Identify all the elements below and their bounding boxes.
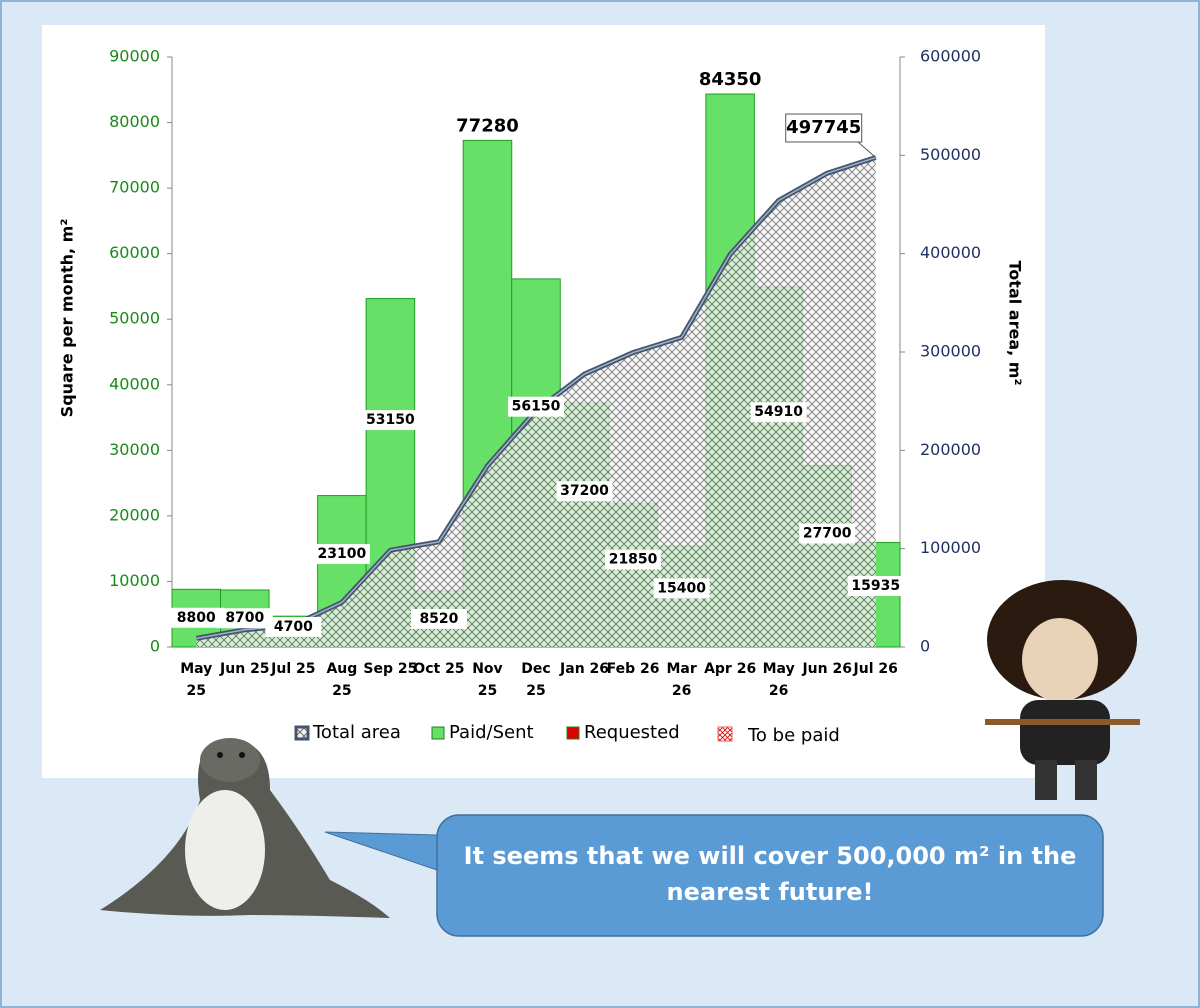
data-label: 497745 — [786, 117, 861, 138]
y-tick-label: 60000 — [109, 243, 160, 262]
y2-tick-label: 100000 — [920, 538, 981, 557]
legend-label: Paid/Sent — [449, 722, 534, 743]
x-tick-label: Jun 26 — [801, 661, 852, 677]
legend-label: To be paid — [747, 725, 840, 746]
data-label-box — [265, 617, 322, 637]
y-tick-label: 10000 — [109, 571, 160, 590]
data-label-box — [508, 396, 564, 417]
y-tick-label: 20000 — [109, 505, 160, 524]
data-label-box — [313, 544, 370, 565]
x-tick-label: Jan 26 — [559, 661, 609, 677]
data-label: 37200 — [560, 483, 609, 499]
data-label: 23100 — [318, 546, 367, 562]
y-tick-label: 30000 — [109, 440, 160, 459]
x-tick-label: Nov 25 — [472, 661, 502, 699]
data-label-box — [750, 402, 807, 423]
data-label-box — [410, 609, 467, 630]
x-tick-label: Sep 25 — [363, 661, 417, 677]
data-label: 21850 — [609, 552, 658, 568]
legend-marker — [566, 726, 580, 740]
data-label-box — [556, 481, 613, 502]
y-tick-label: 80000 — [109, 112, 160, 131]
data-label-box — [653, 578, 710, 599]
x-tick-label: May 26 — [763, 661, 795, 699]
data-label: 56150 — [512, 399, 561, 415]
data-label: 15400 — [657, 580, 706, 596]
y-axis-label: Square per month, m² — [58, 219, 77, 418]
y2-tick-label: 0 — [920, 637, 930, 656]
x-tick-label: Dec 25 — [521, 661, 550, 699]
legend-marker — [294, 725, 310, 741]
data-label-box — [847, 575, 904, 596]
y2-tick-label: 200000 — [920, 440, 981, 459]
x-tick-label: Oct 25 — [413, 661, 464, 677]
y-tick-label: 50000 — [109, 309, 160, 328]
x-tick-label: Feb 26 — [607, 661, 660, 677]
data-label: 8700 — [225, 610, 264, 626]
total-area-fill — [196, 157, 876, 647]
data-label: 84350 — [699, 69, 762, 90]
callout-text: It seems that we will cover 500,000 m² i… — [463, 842, 1077, 906]
x-tick-label: Mar 26 — [666, 661, 696, 699]
x-tick-label: Jul 25 — [270, 661, 315, 677]
data-label: 27700 — [803, 526, 852, 542]
data-label: 15935 — [851, 578, 900, 594]
data-label: 8520 — [419, 611, 458, 627]
y2-axis-label: Total area, m² — [1006, 261, 1025, 386]
data-label-box — [216, 608, 273, 629]
y2-tick-label: 400000 — [920, 243, 981, 262]
callout-leader — [855, 139, 877, 158]
legend-label: Requested — [584, 722, 680, 743]
data-label: 4700 — [274, 619, 313, 635]
data-label: 54910 — [754, 404, 803, 420]
legend-label: Total area — [312, 722, 401, 743]
data-label-box — [799, 523, 856, 544]
y2-tick-label: 300000 — [920, 342, 981, 361]
character-illustration — [985, 580, 1140, 800]
y-tick-label: 70000 — [109, 178, 160, 197]
x-tick-label: Aug 25 — [326, 661, 357, 699]
x-tick-label: May 25 — [180, 661, 212, 699]
data-label-box — [168, 607, 225, 628]
data-label-box — [362, 410, 419, 431]
legend-marker — [431, 726, 445, 740]
y-tick-label: 40000 — [109, 374, 160, 393]
x-tick-label: Jul 26 — [853, 661, 898, 677]
seal-illustration — [100, 738, 390, 918]
data-label-box — [605, 549, 662, 570]
data-label: 53150 — [366, 412, 415, 428]
y-tick-label: 90000 — [109, 47, 160, 66]
speech-bubble: It seems that we will cover 500,000 m² i… — [324, 814, 1104, 937]
legend-marker — [717, 726, 733, 742]
data-label: 77280 — [456, 115, 519, 136]
data-label: 8800 — [177, 610, 216, 626]
y2-tick-label: 600000 — [920, 47, 981, 66]
y2-tick-label: 500000 — [920, 145, 981, 164]
x-tick-label: Apr 26 — [704, 661, 756, 677]
callout-box — [785, 113, 863, 143]
y-tick-label: 0 — [150, 637, 160, 656]
x-tick-label: Jun 25 — [219, 661, 270, 677]
